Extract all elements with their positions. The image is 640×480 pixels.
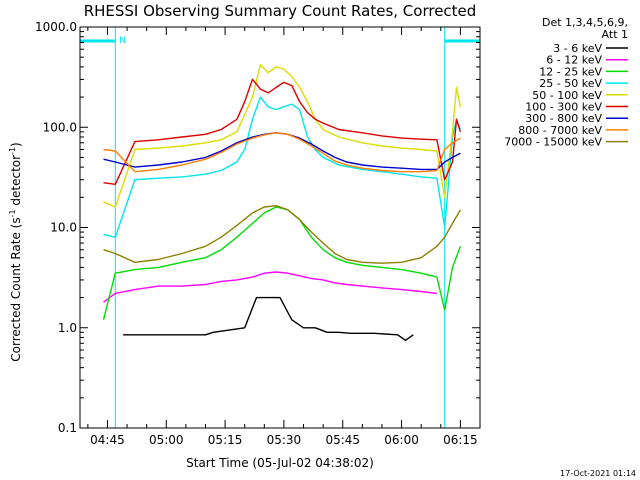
y-tick-label: 10.0 (50, 221, 77, 235)
legend-entry-label: 800 - 7000 keV (518, 124, 602, 137)
y-axis-label-sup-2: -1 (8, 147, 17, 155)
plot-frame (79, 26, 481, 429)
x-tick-label: 06:15 (443, 433, 478, 447)
x-tick-label: 04:45 (90, 433, 125, 447)
legend-entry-label: 7000 - 15000 keV (504, 136, 602, 149)
y-axis-label-sup-1: -1 (8, 209, 17, 217)
y-tick-label: 1.0 (58, 321, 77, 335)
x-tick-label: 05:30 (267, 433, 302, 447)
series-line (103, 132, 461, 171)
series-line (102, 206, 462, 320)
timestamp: 17-Oct-2021 01:14 (560, 469, 636, 478)
series-line (103, 64, 462, 208)
y-tick-label: 100.0 (43, 120, 77, 134)
y-axis-label-end: ) (9, 142, 23, 147)
x-axis-label: Start Time (05-Jul-02 04:38:02) (186, 456, 374, 470)
legend-entry-label: 300 - 800 keV (525, 112, 602, 125)
series-lines (102, 64, 462, 341)
x-tick-label: 06:00 (384, 433, 419, 447)
series-line (103, 78, 462, 185)
x-tick-label: 05:00 (149, 433, 184, 447)
series-line (103, 271, 437, 303)
y-tick-label: 0.1 (58, 421, 77, 435)
legend-header-line-2: Att 1 (602, 28, 628, 41)
x-tick-label: 05:45 (325, 433, 360, 447)
series-line (103, 205, 462, 264)
chart-title: RHESSI Observing Summary Count Rates, Co… (84, 2, 477, 20)
night-marker: N (119, 36, 126, 46)
series-line (103, 132, 461, 173)
x-tick-label: 05:15 (208, 433, 243, 447)
night-intervals: N (79, 27, 481, 428)
legend-entry-label: 100 - 300 keV (525, 101, 602, 114)
y-axis-label: Corrected Count Rate (s-1 detector-1) (8, 142, 23, 361)
legend-entry-label: 25 - 50 keV (539, 77, 602, 90)
legend-entry-label: 6 - 12 keV (546, 54, 602, 67)
legend-entry-label: 3 - 6 keV (553, 42, 602, 55)
y-tick-label: 1000.0 (35, 20, 77, 34)
series-line (103, 96, 462, 238)
legend-entry-label: 12 - 25 keV (539, 65, 602, 78)
legend-entry-label: 50 - 100 keV (532, 89, 602, 102)
y-axis-label-mid: detector (9, 155, 23, 210)
axes: 1000.0 100.0 10.0 1.0 0.1 04:45 05:00 05:15 05:3… (35, 20, 481, 447)
legend-header-line-1: Det 1,3,4,5,6,9, (542, 16, 628, 29)
y-axis-label-main: Corrected Count Rate (s (9, 217, 23, 361)
series-line (123, 296, 414, 341)
